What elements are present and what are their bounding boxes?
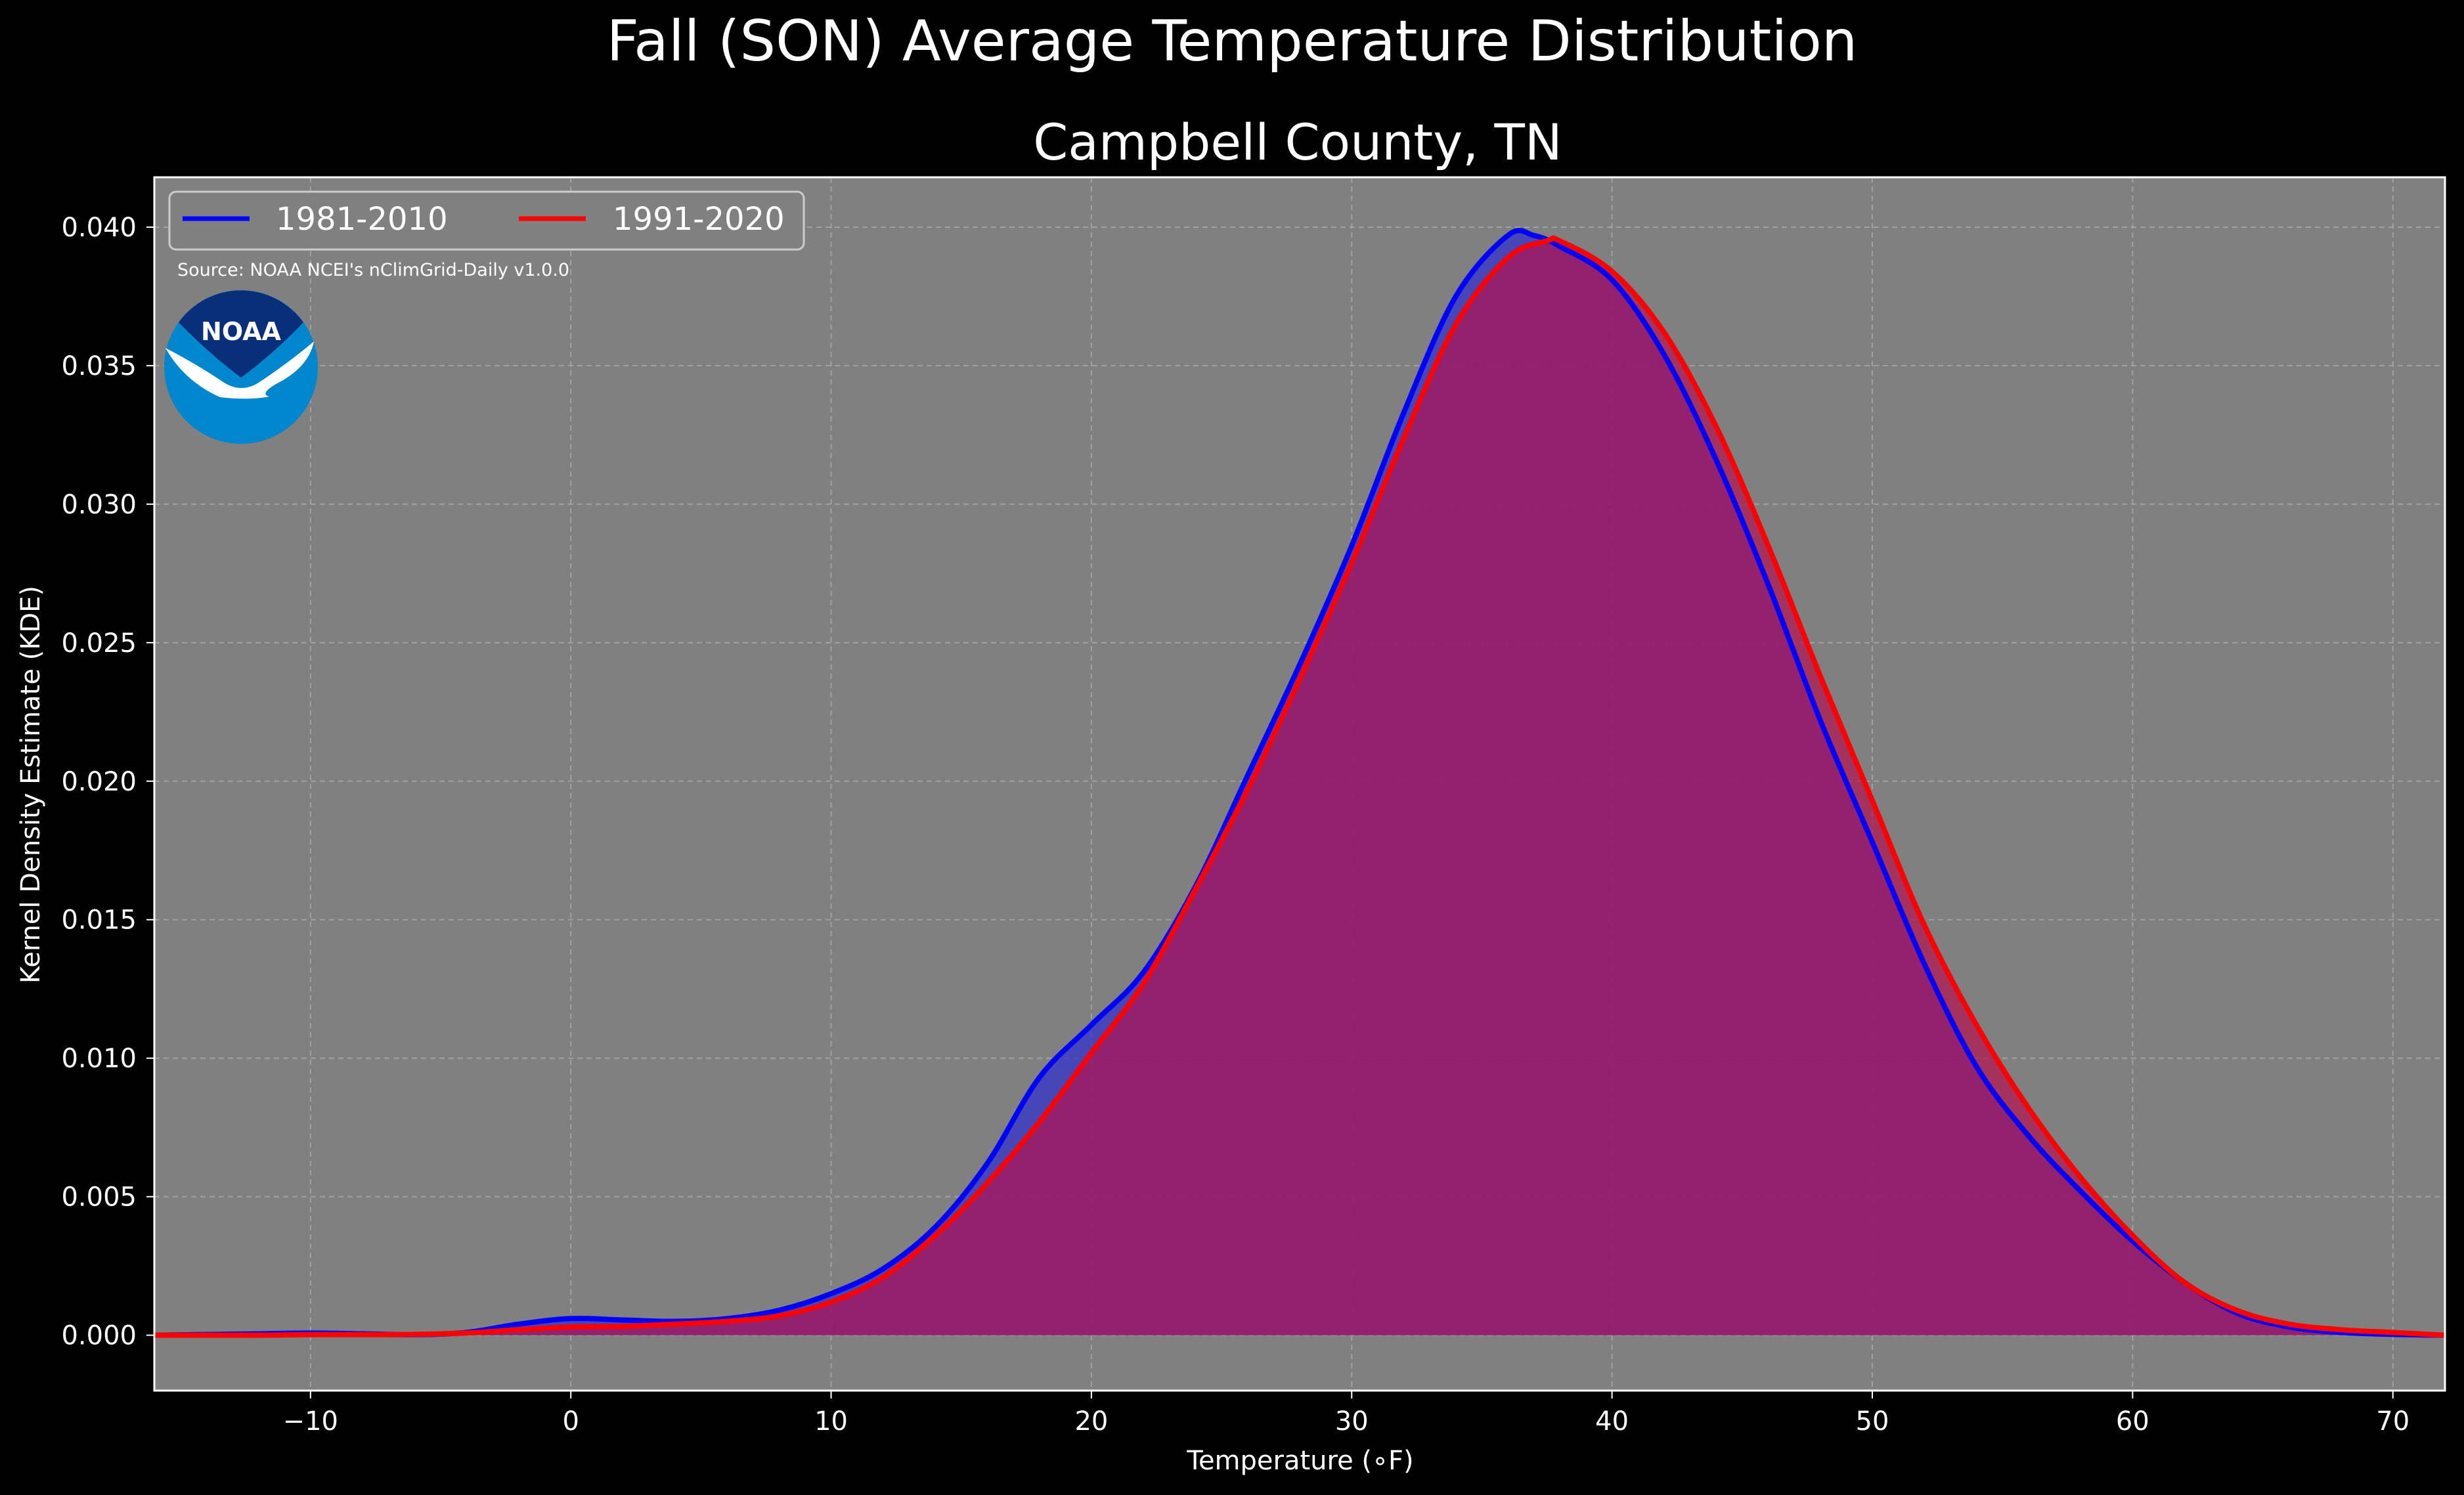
- noaa-logo-text: NOAA: [201, 317, 281, 346]
- noaa-logo-gull-icon: [165, 341, 314, 399]
- y-tick-label: 0.040: [61, 213, 137, 243]
- legend-box: [168, 190, 805, 251]
- x-tick-label: 70: [2376, 1406, 2409, 1437]
- legend-label-1991-2020: 1991-2020: [613, 201, 785, 238]
- line-1981-2010: [154, 228, 2446, 1338]
- noaa-logo: NOAA: [164, 290, 318, 444]
- chart-suptitle: Fall (SON) Average Temperature Distribut…: [607, 9, 1858, 74]
- y-axis-label: Kernel Density Estimate (KDE): [16, 586, 46, 984]
- y-tick-label: 0.035: [61, 351, 137, 381]
- noaa-logo-upper-field: [179, 290, 303, 378]
- area-fill-1991-2020: [154, 238, 2445, 1335]
- x-axis-ticks: −10 0 10 20 30 40 50 60 70: [283, 1391, 2409, 1437]
- plot-frame: [153, 176, 2446, 1392]
- x-tick-label: 40: [1595, 1406, 1629, 1437]
- x-tick-label: −10: [283, 1406, 338, 1437]
- x-tick-label: 60: [2116, 1406, 2149, 1437]
- x-tick-label: 10: [814, 1406, 848, 1437]
- y-axis-ticks: 0.000 0.005 0.010 0.015 0.020 0.025 0.030 0.035…: [61, 213, 154, 1351]
- series-layer: [154, 228, 2446, 1338]
- x-tick-label: 50: [1856, 1406, 1889, 1437]
- line-1991-2020: [154, 235, 2446, 1338]
- legend: 1981-2010 1991-2020: [168, 190, 805, 251]
- x-axis-label: Temperature (∘F): [1186, 1446, 1413, 1476]
- y-tick-label: 0.005: [61, 1182, 137, 1213]
- y-tick-label: 0.015: [61, 905, 137, 936]
- chart-title: Campbell County, TN: [1033, 113, 1562, 171]
- y-tick-label: 0.010: [61, 1044, 137, 1074]
- y-tick-label: 0.020: [61, 767, 137, 797]
- x-tick-label: 20: [1074, 1406, 1108, 1437]
- y-tick-label: 0.030: [61, 490, 137, 520]
- legend-label-1981-2010: 1981-2010: [276, 201, 448, 238]
- plot-area: [153, 176, 2446, 1392]
- y-tick-label: 0.025: [61, 628, 137, 659]
- y-tick-label: 0.000: [61, 1321, 137, 1351]
- source-note: Source: NOAA NCEI's nClimGrid-Daily v1.0…: [177, 260, 569, 280]
- x-tick-label: 0: [562, 1406, 579, 1437]
- x-tick-label: 30: [1335, 1406, 1369, 1437]
